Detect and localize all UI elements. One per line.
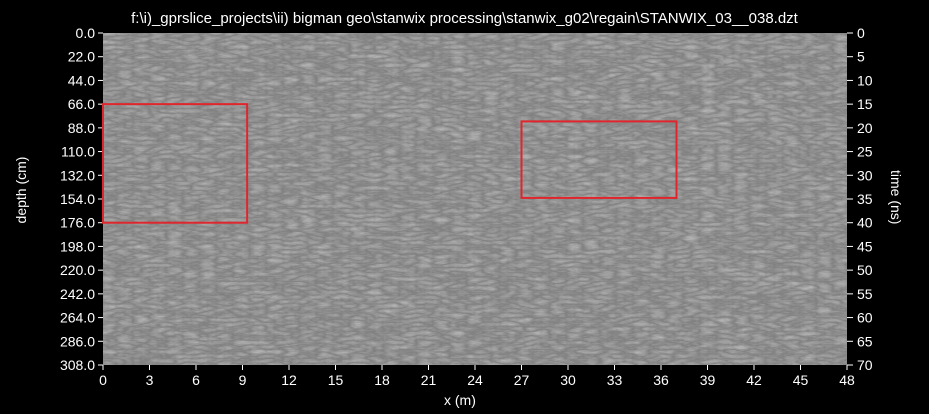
x-tick-label: 15 <box>328 372 344 388</box>
y-right-tick-label: 20 <box>857 120 873 136</box>
y-tick-label: 110.0 <box>61 144 95 160</box>
y-tick-label: 264.0 <box>60 310 95 326</box>
y-right-tick-label: 50 <box>857 262 873 278</box>
y-right-tick-label: 70 <box>857 357 873 373</box>
y-right-tick-label: 30 <box>857 167 873 183</box>
x-tick-label: 6 <box>192 372 200 388</box>
y-right-tick-label: 10 <box>857 72 873 88</box>
y-right-tick-label: 40 <box>857 215 873 231</box>
x-tick-label: 18 <box>374 372 390 388</box>
y-tick-label: 66.0 <box>68 96 95 112</box>
x-tick-label: 0 <box>99 372 107 388</box>
y-tick-label: 88.0 <box>68 120 95 136</box>
x-tick-label: 33 <box>607 372 623 388</box>
x-tick-label: 30 <box>560 372 576 388</box>
radargram-texture <box>103 33 847 365</box>
x-tick-label: 21 <box>421 372 437 388</box>
y-right-tick-label: 25 <box>857 144 873 160</box>
y-right-tick-label: 45 <box>857 238 873 254</box>
x-tick-label: 48 <box>839 372 855 388</box>
highlight-box <box>102 103 249 224</box>
y-right-tick-label: 35 <box>857 191 873 207</box>
y-right-tick-label: 55 <box>857 286 873 302</box>
y-right-tick-label: 15 <box>857 96 873 112</box>
y-right-tick-label: 0 <box>857 25 865 41</box>
y-tick-label: 0.0 <box>76 25 96 41</box>
x-tick-label: 45 <box>793 372 809 388</box>
x-axis-label: x (m) <box>444 392 476 408</box>
y-tick-label: 176.0 <box>60 215 95 231</box>
chart-title: f:\i)_gprslice_projects\ii) bigman geo\s… <box>131 10 798 27</box>
y-right-tick-label: 5 <box>857 49 865 65</box>
x-tick-label: 3 <box>146 372 154 388</box>
x-tick-label: 36 <box>653 372 669 388</box>
y-tick-label: 220.0 <box>60 262 95 278</box>
y-tick-label: 286.0 <box>60 333 95 349</box>
x-tick-label: 42 <box>746 372 762 388</box>
y-tick-label: 308.0 <box>60 357 95 373</box>
x-tick-label: 39 <box>700 372 716 388</box>
x-tick-label: 27 <box>514 372 530 388</box>
y-tick-label: 132.0 <box>60 167 95 183</box>
y-tick-label: 154.0 <box>60 191 95 207</box>
y-tick-label: 242.0 <box>60 286 95 302</box>
y-tick-label: 22.0 <box>68 49 95 65</box>
x-tick-label: 12 <box>281 372 297 388</box>
y-right-tick-label: 65 <box>857 333 873 349</box>
highlight-box <box>520 120 678 199</box>
y-tick-label: 44.0 <box>68 72 95 88</box>
y-axis-label-time: time (ns) <box>888 170 904 225</box>
y-tick-label: 198.0 <box>60 238 95 254</box>
x-tick-label: 9 <box>239 372 247 388</box>
x-tick-label: 24 <box>467 372 483 388</box>
y-right-tick-label: 60 <box>857 310 873 326</box>
y-axis-label-depth: depth (cm) <box>13 156 29 224</box>
